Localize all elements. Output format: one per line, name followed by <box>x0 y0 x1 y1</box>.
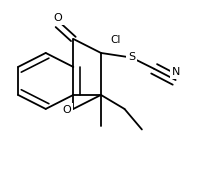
Text: S: S <box>128 52 135 62</box>
Text: N: N <box>171 67 180 77</box>
Text: Cl: Cl <box>110 35 121 45</box>
Text: O: O <box>63 105 71 115</box>
Text: O: O <box>54 13 62 23</box>
